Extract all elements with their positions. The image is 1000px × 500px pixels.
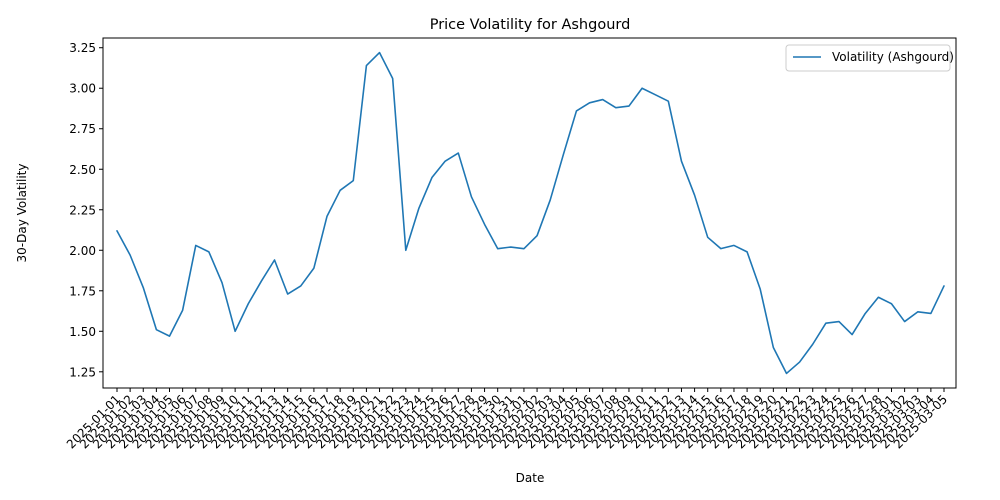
y-tick-label: 1.25	[69, 365, 96, 379]
legend-label: Volatility (Ashgourd)	[832, 50, 954, 64]
series-layer	[116, 51, 945, 375]
legend-box	[785, 44, 951, 72]
y-tick-label: 2.00	[69, 244, 96, 258]
y-tick-label: 2.50	[69, 163, 96, 177]
y-tick-label: 2.75	[69, 122, 96, 136]
chart-title: Price Volatility for Ashgourd	[430, 17, 631, 33]
legend: Volatility (Ashgourd)	[785, 44, 954, 72]
y-tick-label: 1.75	[69, 284, 96, 298]
y-tick-label: 3.25	[69, 41, 96, 55]
series-line-0	[116, 51, 945, 375]
plot-area-frame	[102, 37, 957, 389]
y-tick-label: 1.50	[69, 325, 96, 339]
y-tick-label: 3.00	[69, 82, 96, 96]
y-tick-label: 2.25	[69, 203, 96, 217]
y-axis-label: 30-Day Volatility	[15, 164, 29, 263]
x-axis-label: Date	[516, 471, 545, 485]
x-axis-ticks: 2025-01-012025-01-022025-01-032025-01-04…	[64, 388, 950, 451]
y-axis-ticks: 1.25 1.50 1.75 2.00 2.25 2.50 2.75 3.00 3.25	[69, 41, 103, 379]
